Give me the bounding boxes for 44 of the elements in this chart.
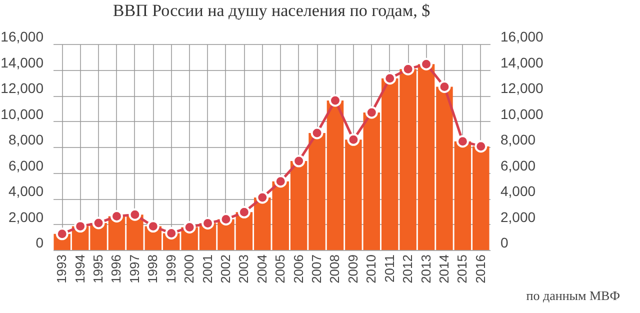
x-tick-label: 1999 bbox=[163, 254, 178, 284]
x-tick-label: 1998 bbox=[145, 254, 160, 284]
y2-tick-label: 14,000 bbox=[500, 54, 544, 70]
x-tick-label: 2002 bbox=[218, 254, 233, 284]
x-tick-label: 2009 bbox=[345, 254, 360, 284]
x-tick-label: 2016 bbox=[472, 254, 488, 284]
y2-tick-label: 0 bbox=[500, 234, 508, 250]
x-tick-label: 2015 bbox=[454, 254, 470, 284]
x-tick-label: 2012 bbox=[400, 254, 416, 284]
x-tick-label: 2003 bbox=[236, 254, 252, 284]
x-tick-label: 2007 bbox=[309, 254, 324, 284]
y2-tick-label: 2,000 bbox=[500, 208, 536, 225]
x-tick-label: 2001 bbox=[200, 254, 215, 284]
y-tick-label: 14,000 bbox=[0, 54, 44, 70]
y-tick-label: 6,000 bbox=[8, 157, 44, 174]
x-tick-label: 2004 bbox=[254, 254, 270, 284]
x-tick-label: 1996 bbox=[108, 254, 124, 284]
x-tick-label: 1995 bbox=[90, 254, 106, 284]
y-tick-label: 4,000 bbox=[8, 183, 44, 199]
y2-tick-label: 12,000 bbox=[500, 80, 544, 96]
x-tick-label: 1993 bbox=[54, 254, 70, 284]
y-tick-label: 16,000 bbox=[0, 28, 44, 44]
x-tick-label: 2006 bbox=[290, 254, 306, 284]
x-tick-label: 2011 bbox=[382, 254, 397, 282]
x-tick-label: 1997 bbox=[126, 254, 142, 284]
y-tick-label: 2,000 bbox=[8, 208, 44, 225]
y-tick-label: 12,000 bbox=[0, 80, 44, 96]
y2-tick-label: 6,000 bbox=[500, 157, 536, 174]
x-tick-label: 2013 bbox=[418, 254, 434, 284]
x-tick-label: 2014 bbox=[436, 254, 452, 284]
x-tick-label: 2005 bbox=[272, 254, 288, 284]
y2-tick-label: 4,000 bbox=[500, 183, 536, 199]
x-tick-label: 2008 bbox=[327, 254, 342, 284]
y-tick-label: 0 bbox=[36, 234, 44, 250]
y2-tick-label: 10,000 bbox=[500, 106, 544, 122]
x-tick-label: 2000 bbox=[182, 254, 197, 284]
y-tick-label: 10,000 bbox=[0, 106, 44, 122]
y-tick-label: 8,000 bbox=[8, 132, 44, 148]
text: по данным МВФ bbox=[526, 288, 620, 304]
y2-tick-label: 8,000 bbox=[500, 132, 536, 148]
y2-tick-label: 16,000 bbox=[500, 28, 544, 44]
x-tick-label: 2010 bbox=[364, 254, 379, 284]
x-tick-label: 1994 bbox=[72, 254, 88, 284]
chart-title: ВВП России на душу населения по годам, $ bbox=[112, 1, 430, 20]
